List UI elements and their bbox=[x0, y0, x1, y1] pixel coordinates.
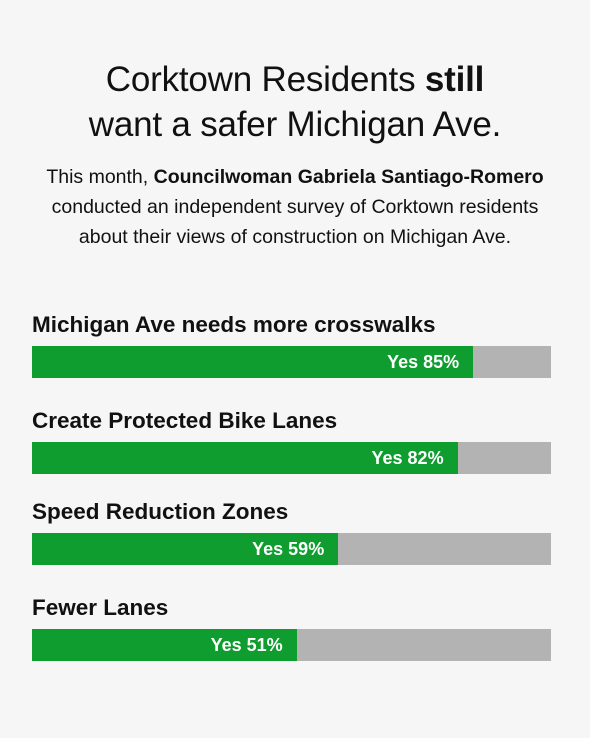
bar-data-label: Yes 59% bbox=[252, 539, 325, 559]
category-label: Michigan Ave needs more crosswalks bbox=[32, 312, 436, 337]
intro-part1: This month, bbox=[46, 165, 154, 188]
title-part2: want a safer Michigan Ave. bbox=[88, 105, 502, 145]
bar-yes: Yes 85% bbox=[32, 346, 474, 378]
bar-track: Yes 51% bbox=[32, 629, 551, 661]
page-title: Corktown Residents still want a safer Mi… bbox=[0, 57, 590, 147]
intro-councilwoman-name: Councilwoman Gabriela Santiago-Romero bbox=[153, 165, 544, 188]
category-label: Fewer Lanes bbox=[32, 595, 169, 620]
survey-row: Michigan Ave needs more crosswalks Yes 85… bbox=[32, 312, 551, 378]
bar-yes: Yes 82% bbox=[32, 442, 458, 474]
bar-track: Yes 82% bbox=[32, 442, 551, 474]
category-label: Speed Reduction Zones bbox=[32, 499, 289, 524]
survey-row: Speed Reduction Zones Yes 59% bbox=[32, 499, 551, 565]
bar-yes: Yes 51% bbox=[32, 629, 297, 661]
title-emphasis: still bbox=[424, 60, 485, 100]
intro-part2: conducted an independent survey of Corkt… bbox=[51, 195, 539, 248]
title-part1: Corktown Residents bbox=[105, 60, 425, 100]
bar-data-label: Yes 51% bbox=[210, 635, 283, 655]
bar-track: Yes 59% bbox=[32, 533, 551, 565]
intro-text: This month, Councilwoman Gabriela Santia… bbox=[40, 162, 550, 252]
bar-data-label: Yes 82% bbox=[371, 448, 444, 468]
bar-track: Yes 85% bbox=[32, 346, 551, 378]
survey-row: Create Protected Bike Lanes Yes 82% bbox=[32, 408, 551, 474]
category-label: Create Protected Bike Lanes bbox=[32, 408, 338, 433]
bar-yes: Yes 59% bbox=[32, 533, 339, 565]
bar-data-label: Yes 85% bbox=[387, 352, 460, 372]
survey-row: Fewer Lanes Yes 51% bbox=[32, 595, 551, 661]
